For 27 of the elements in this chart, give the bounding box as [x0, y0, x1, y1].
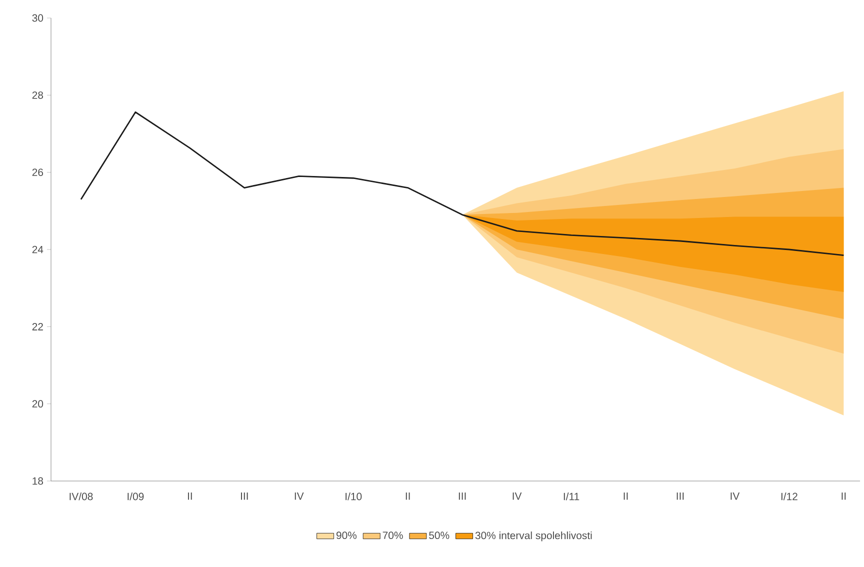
y-tick-label: 18 — [32, 477, 44, 485]
x-tick-label: IV — [294, 492, 304, 500]
x-tick-label: IV/08 — [70, 492, 93, 500]
x-tick-label: III — [676, 492, 684, 500]
x-tick-label: I/12 — [781, 492, 798, 500]
y-tick-label: 28 — [32, 91, 44, 99]
y-tick-label: 24 — [32, 246, 44, 254]
x-tick-label: I/09 — [128, 492, 144, 500]
legend-label: 50% — [429, 532, 450, 540]
x-tick-label: III — [458, 492, 466, 500]
y-tick-label: 20 — [32, 400, 44, 408]
x-tick-label: III — [241, 492, 248, 500]
x-tick-label: II — [406, 492, 410, 500]
line-series — [80, 111, 844, 256]
x-tick-label: IV — [730, 492, 740, 500]
legend-label: 90% — [336, 532, 357, 540]
y-tick-label: 26 — [32, 168, 44, 176]
legend-label: 30% interval spolehlivosti — [475, 531, 592, 542]
y-tick-label: 30 — [32, 14, 44, 22]
legend-label: 70% — [382, 532, 403, 540]
x-tick-label: II — [188, 492, 192, 500]
x-tick-label: IV — [512, 492, 522, 500]
x-tick-label: II — [624, 492, 628, 500]
y-tick-label: 22 — [32, 323, 43, 330]
x-tick-label: I/11 — [564, 492, 580, 500]
x-tick-label: II — [842, 492, 846, 500]
x-tick-label: I/10 — [346, 492, 362, 500]
